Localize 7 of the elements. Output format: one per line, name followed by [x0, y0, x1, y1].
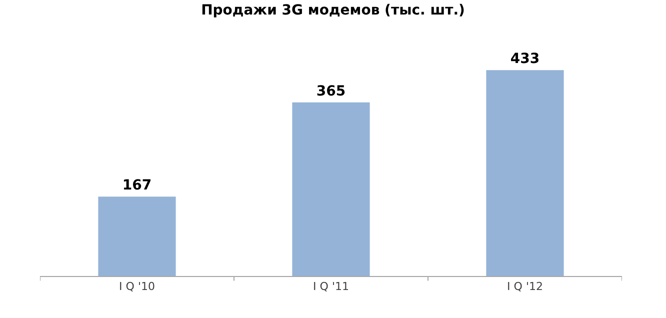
- data-label: 433: [510, 51, 540, 68]
- x-tick-label: I Q '12: [507, 280, 543, 294]
- data-label: 365: [316, 83, 346, 100]
- chart-title: Продажи 3G модемов (тыс. шт.): [201, 2, 465, 19]
- data-label: 167: [122, 178, 152, 194]
- x-tick-label: I Q '11: [313, 280, 349, 294]
- x-tick-label: I Q '10: [119, 280, 155, 294]
